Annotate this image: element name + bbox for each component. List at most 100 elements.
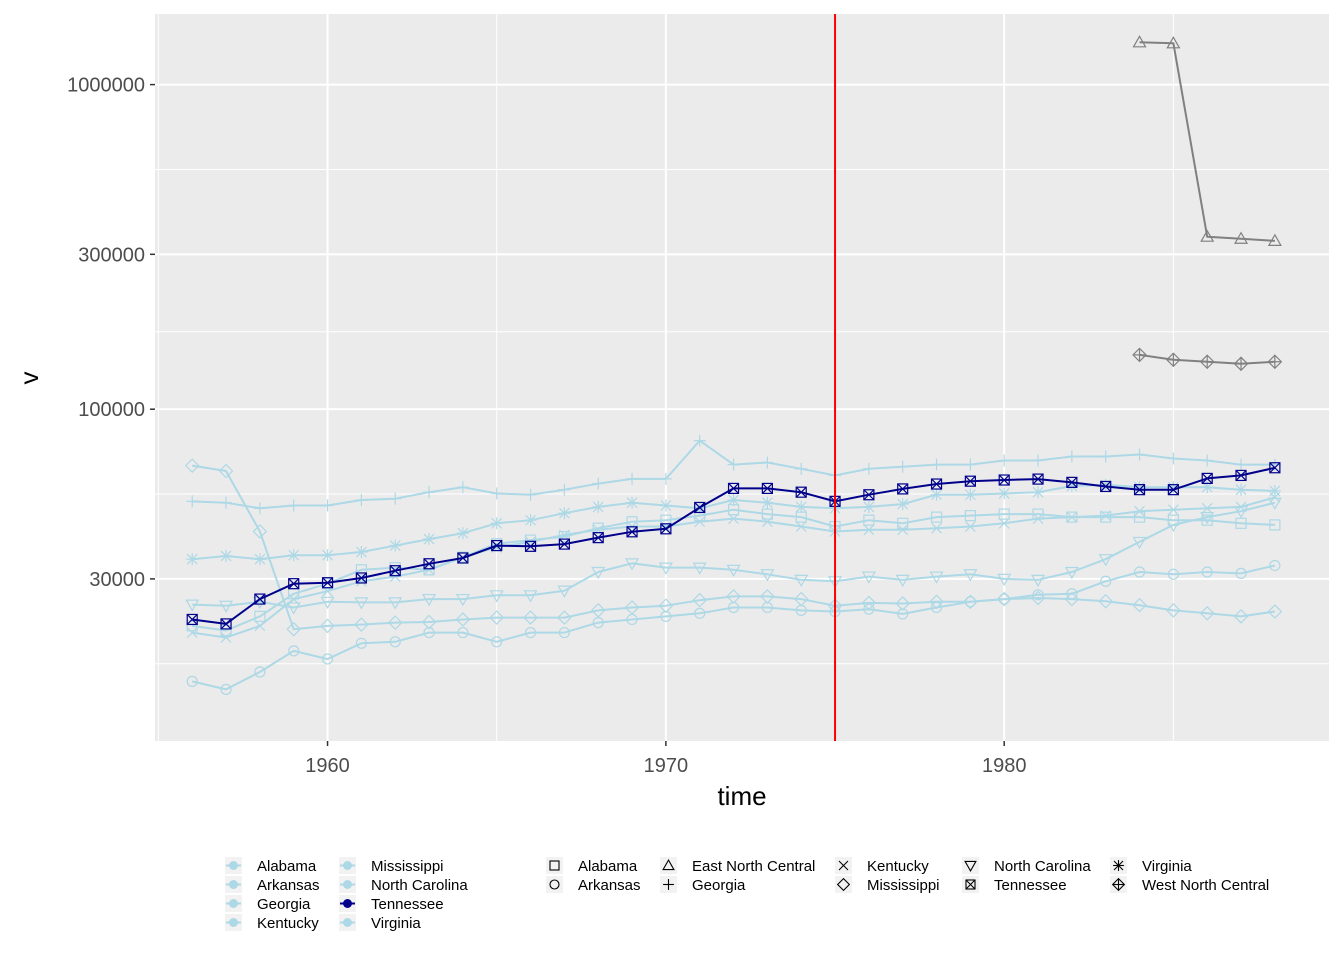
legend-key-bg (546, 857, 563, 874)
square-cross-marker (1269, 462, 1281, 474)
plus-marker (253, 502, 266, 515)
plus-marker (1167, 452, 1180, 465)
asterisk-marker (355, 546, 368, 559)
circle-marker (355, 637, 367, 649)
square-marker (1201, 514, 1213, 526)
square-marker (1100, 511, 1112, 523)
square-cross-marker (457, 552, 469, 564)
diamond-marker (252, 524, 268, 539)
triangle-down-marker (692, 562, 707, 575)
square-cross-marker (254, 593, 266, 605)
circle-marker (423, 626, 435, 639)
asterisk-marker (896, 498, 909, 511)
cross-marker (964, 521, 976, 532)
plus-marker (1133, 448, 1146, 461)
legend-key-point (229, 861, 238, 870)
triangle-down-marker (219, 600, 234, 613)
asterisk-marker (727, 494, 740, 507)
triangle-down-marker (1132, 536, 1147, 550)
square-cross-marker (592, 532, 604, 544)
triangle-down-marker (726, 564, 741, 578)
square-marker (930, 511, 943, 523)
x-tick-label: 1980 (982, 755, 1027, 777)
square-cross-marker (423, 558, 435, 570)
series-line-arkansas (191, 564, 1276, 691)
asterisk-marker (253, 553, 266, 566)
plus-marker (1032, 454, 1045, 467)
diamond-marker (590, 603, 606, 618)
diamond-plus-marker (1132, 347, 1147, 363)
asterisk-marker (659, 499, 672, 512)
asterisk-marker (1235, 483, 1248, 496)
plus-marker (1099, 450, 1112, 463)
circle-marker (1032, 589, 1044, 601)
plus-marker (1235, 458, 1248, 471)
cross-marker (863, 524, 875, 536)
circle-marker (321, 653, 334, 665)
circle-marker (524, 626, 537, 639)
asterisk-marker (592, 500, 605, 513)
square-marker (660, 514, 672, 526)
triangle-down-marker (1098, 554, 1113, 567)
square-marker (998, 508, 1010, 520)
square-marker (863, 514, 875, 526)
triangle-down-marker (591, 566, 606, 580)
cross-marker (897, 524, 909, 536)
legend-color: Alabama Arkansas Georgia Kentucky Mississipp… (225, 857, 468, 932)
square-cross-marker (998, 474, 1010, 486)
square-marker (1269, 519, 1281, 531)
diamond-marker (1030, 590, 1046, 606)
plus-marker (761, 456, 774, 469)
circle-marker (558, 626, 570, 639)
triangle-down-marker (1031, 574, 1046, 588)
plot-panel (155, 14, 1329, 741)
square-cross-marker (897, 483, 909, 495)
triangle-down-marker (422, 593, 437, 607)
diamond-marker (692, 592, 708, 608)
triangle-down-marker (354, 597, 369, 610)
square-cross-marker (626, 526, 638, 538)
asterisk-marker (389, 539, 402, 552)
asterisk-marker (930, 488, 943, 501)
legend-key-point (343, 880, 352, 889)
series-west-north-central (1132, 347, 1283, 372)
square-marker (186, 620, 198, 632)
legend-color-label: Kentucky (257, 915, 319, 932)
cross-marker (998, 517, 1010, 529)
asterisk-marker (220, 549, 233, 562)
triangle-marker (1200, 229, 1215, 242)
plus-marker (456, 481, 469, 494)
legend-shape-label: Arkansas (578, 877, 641, 894)
square-cross-marker (524, 540, 537, 552)
cross-marker (1066, 511, 1078, 523)
diamond-marker (218, 463, 234, 479)
diamond-marker (1166, 603, 1181, 618)
square-marker (897, 517, 909, 529)
y-tick-label: 1000000 (67, 75, 145, 97)
triangle-down-marker (964, 860, 977, 873)
legend-shape-label: North Carolina (994, 858, 1091, 875)
circle-marker (549, 879, 560, 890)
circle-marker (1100, 575, 1112, 587)
legend-key-point (229, 918, 238, 927)
triangle-marker (1267, 233, 1282, 246)
x-axis-title: time (717, 781, 766, 811)
asterisk-marker (862, 500, 875, 513)
series-line-north-carolina (192, 501, 1276, 609)
plus-marker (659, 472, 672, 485)
square-marker (220, 624, 232, 637)
diamond-marker (1233, 609, 1249, 624)
triangle-down-marker (1166, 519, 1181, 533)
square-cross-marker (761, 482, 773, 495)
triangle-down-marker (489, 590, 504, 603)
triangle-down-marker (997, 573, 1012, 587)
diamond-plus-marker (1267, 354, 1283, 370)
square-cross-marker (1235, 469, 1247, 482)
diamond-marker (861, 595, 877, 611)
plus-marker (287, 499, 300, 512)
diamond-marker (1098, 593, 1114, 609)
asterisk-marker (287, 549, 300, 562)
legend-color-label: Mississippi (371, 858, 444, 875)
cross-marker (558, 529, 570, 541)
square-marker (549, 860, 560, 871)
